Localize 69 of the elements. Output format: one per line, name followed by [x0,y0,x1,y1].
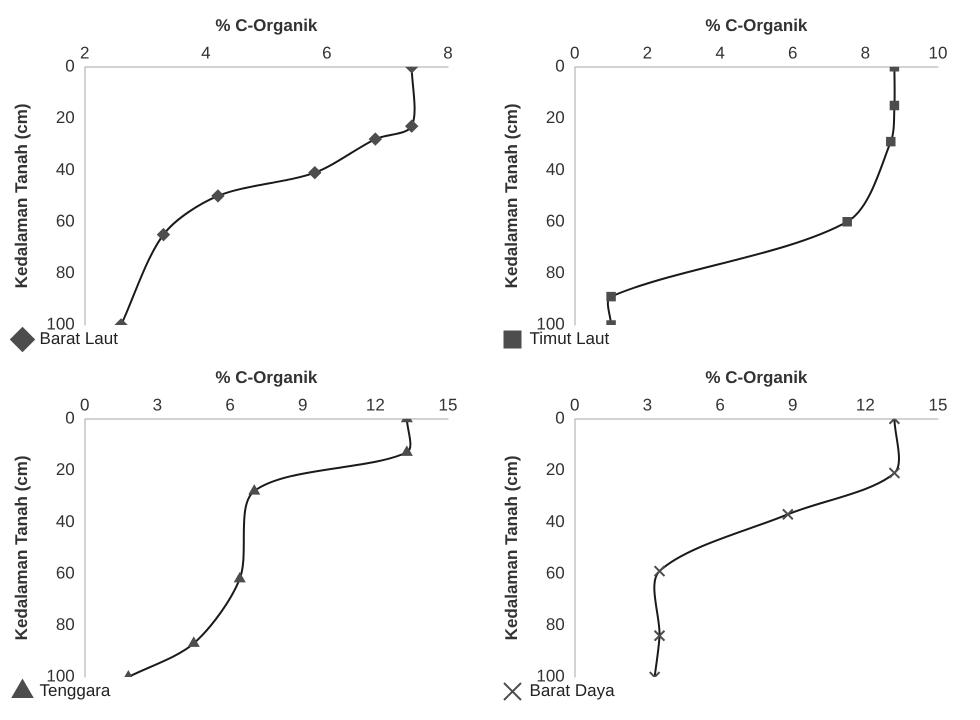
x-tick-label: 6 [788,43,798,62]
point [211,189,224,202]
x-tick-label: 2 [642,43,652,62]
point [782,508,794,520]
y-tick-label: 60 [546,563,565,582]
point [890,100,900,110]
point [234,572,246,582]
x-tick-label: 15 [928,395,948,414]
y-tick-label: 40 [546,512,565,531]
y-tick-label: 80 [56,263,75,282]
x-tick-label: 9 [298,395,308,414]
x-axis-title: % C-Organik [215,16,318,35]
point [405,120,418,133]
legend-label: Barat Laut [40,329,118,348]
y-tick-label: 20 [56,108,75,128]
legend-label: Barat Daya [530,681,616,700]
x-axis-title: % C-Organik [215,368,318,387]
point [156,228,170,242]
x-tick-label: 0 [570,43,580,62]
y-tick-label: 60 [56,563,75,582]
y-axis-title: Kedalaman Tanah (cm) [12,103,31,288]
x-tick-label: 3 [642,395,652,414]
x-tick-label: 2 [80,43,90,62]
point [308,166,322,180]
x-tick-label: 8 [443,43,453,62]
y-tick-label: 0 [65,408,75,428]
y-tick-label: 0 [65,56,75,76]
y-tick-label: 80 [56,615,75,634]
x-tick-label: 4 [715,43,725,62]
x-tick-label: 3 [152,395,162,414]
x-tick-label: 12 [856,395,875,414]
x-tick-label: 6 [715,395,725,414]
y-tick-label: 40 [546,160,565,179]
x-tick-label: 8 [860,43,870,62]
legend-label: Timut Laut [530,329,610,348]
x-tick-label: 6 [322,43,332,62]
x-tick-label: 4 [201,43,211,62]
x-tick-label: 6 [225,395,235,414]
x-tick-label: 0 [570,395,580,414]
x-tick-label: 12 [366,395,385,414]
y-tick-label: 60 [546,211,565,230]
x-tick-label: 0 [80,395,90,414]
y-tick-label: 60 [56,211,75,230]
x-axis-title: % C-Organik [705,16,808,35]
point [368,132,382,146]
x-tick-label: 9 [788,395,798,414]
point [886,136,896,146]
y-tick-label: 20 [56,460,75,480]
x-axis-title: % C-Organik [705,368,808,387]
y-tick-label: 40 [56,512,75,531]
x-tick-label: 15 [438,395,458,414]
point [248,484,260,495]
y-tick-label: 20 [546,460,565,480]
y-tick-label: 0 [555,56,565,76]
legend-label: Tenggara [40,681,111,700]
x-tick-label: 10 [928,43,948,62]
point [654,565,666,578]
y-tick-label: 80 [546,615,565,634]
y-tick-label: 80 [546,263,565,282]
y-tick-label: 40 [56,160,75,179]
point [842,216,852,226]
point [188,636,200,647]
y-axis-title: Kedalaman Tanah (cm) [502,103,521,288]
y-axis-title: Kedalaman Tanah (cm) [12,455,31,640]
point [401,446,413,456]
y-tick-label: 0 [555,408,565,428]
point [606,292,616,302]
y-axis-title: Kedalaman Tanah (cm) [502,455,521,640]
y-tick-label: 20 [546,108,565,128]
